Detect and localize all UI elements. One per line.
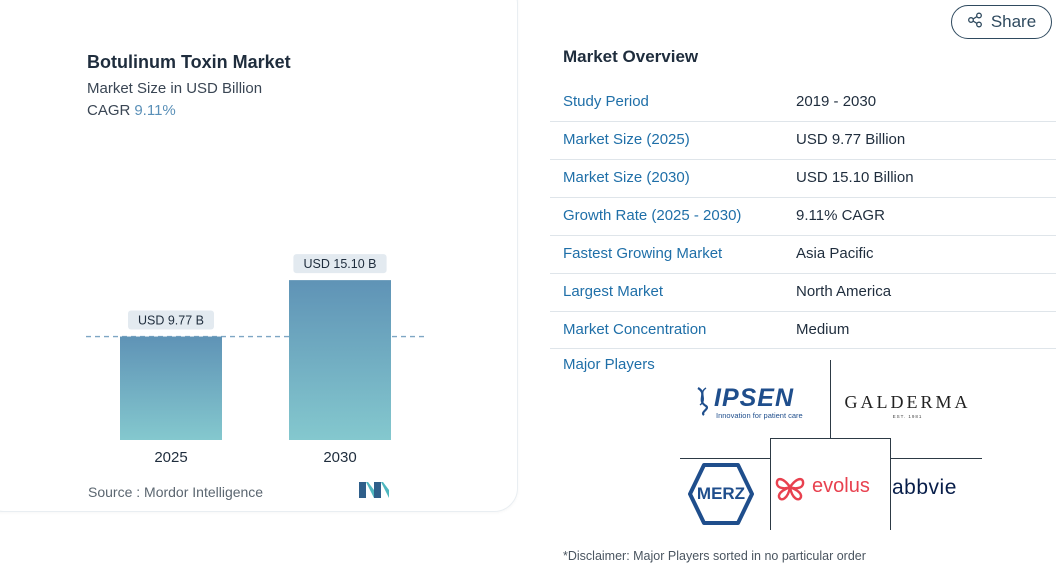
galderma-logo: GALDERMA EST. 1981 — [840, 392, 975, 422]
merz-logo: MERZ — [688, 462, 754, 526]
merz-wordmark: MERZ — [696, 484, 746, 503]
market-chart-card — [0, 0, 518, 512]
abbvie-wordmark: abbvie — [892, 476, 957, 499]
data-label-bg — [128, 310, 214, 330]
row-label: Study Period — [563, 93, 649, 110]
disclaimer: *Disclaimer: Major Players sorted in no … — [563, 549, 866, 563]
ipsen-tagline: Innovation for patient care — [716, 411, 803, 420]
overview-row-market-size-2025: Market Size (2025) USD 9.77 Billion — [550, 122, 1056, 160]
evolus-logo: evolus — [774, 472, 890, 504]
ipsen-logo: IPSEN Innovation for patient care — [694, 384, 818, 424]
grid-divider — [770, 438, 771, 530]
row-value: USD 9.77 Billion — [796, 131, 906, 148]
bar-2025 — [120, 336, 222, 440]
major-players-grid: IPSEN Innovation for patient care GALDER… — [680, 360, 982, 530]
bar-chart: USD 9.77 B 2025 USD 15.10 B 2030 — [86, 254, 428, 466]
chart-subtitle: Market Size in USD Billion — [87, 80, 263, 97]
galderma-wordmark: GALDERMA — [844, 392, 971, 412]
overview-row-study-period: Study Period 2019 - 2030 — [550, 84, 1056, 122]
major-players-title: Major Players — [563, 356, 655, 373]
share-button[interactable]: Share — [951, 5, 1052, 39]
category-label: 2025 — [154, 449, 187, 466]
row-label: Fastest Growing Market — [563, 245, 723, 262]
data-label: USD 9.77 B — [138, 314, 204, 328]
data-label-bg — [293, 254, 387, 274]
row-label: Market Concentration — [563, 321, 707, 338]
overview-title: Market Overview — [563, 47, 699, 66]
row-label: Growth Rate (2025 - 2030) — [563, 207, 742, 224]
chart-source: Source : Mordor Intelligence — [88, 484, 264, 500]
row-value: North America — [796, 283, 892, 300]
row-label: Market Size (2025) — [563, 131, 690, 148]
ipsen-wordmark: IPSEN — [714, 384, 795, 412]
row-value: Asia Pacific — [796, 245, 874, 262]
chart-cagr: CAGR 9.11% — [87, 102, 176, 119]
data-label: USD 15.10 B — [304, 257, 377, 271]
evolus-wordmark: evolus — [812, 475, 870, 497]
overview-row-market-size-2030: Market Size (2030) USD 15.10 Billion — [550, 160, 1056, 198]
overview-row-concentration: Market Concentration Medium — [550, 312, 1056, 349]
cagr-label: CAGR — [87, 102, 131, 119]
overview-row-fastest-growing: Fastest Growing Market Asia Pacific — [550, 236, 1056, 274]
merz-hexagon-icon — [688, 463, 754, 525]
row-value: 2019 - 2030 — [796, 93, 877, 110]
bar-2030 — [289, 280, 391, 440]
mordor-intelligence-logo — [359, 482, 389, 503]
row-label: Market Size (2030) — [563, 169, 690, 186]
overview-row-largest-market: Largest Market North America — [550, 274, 1056, 312]
row-value: USD 15.10 Billion — [796, 169, 914, 186]
row-value: 9.11% CAGR — [796, 207, 885, 224]
category-label: 2030 — [323, 449, 356, 466]
overview-table: Study Period 2019 - 2030 Market Size (20… — [550, 84, 1056, 349]
row-value: Medium — [796, 321, 850, 338]
share-label: Share — [990, 12, 1037, 31]
overview-row-growth-rate: Growth Rate (2025 - 2030) 9.11% CAGR — [550, 198, 1056, 236]
share-icon — [967, 12, 983, 33]
chart-title: Botulinum Toxin Market — [87, 52, 291, 72]
grid-divider — [770, 438, 891, 439]
cagr-value: 9.11% — [134, 102, 176, 119]
evolus-mark-icon — [775, 477, 805, 501]
ipsen-helix-icon — [697, 387, 708, 416]
abbvie-logo: abbvie — [892, 476, 982, 504]
galderma-est: EST. 1981 — [892, 414, 923, 419]
row-label: Largest Market — [563, 283, 664, 300]
grid-divider — [830, 360, 831, 439]
grid-divider — [890, 438, 891, 530]
